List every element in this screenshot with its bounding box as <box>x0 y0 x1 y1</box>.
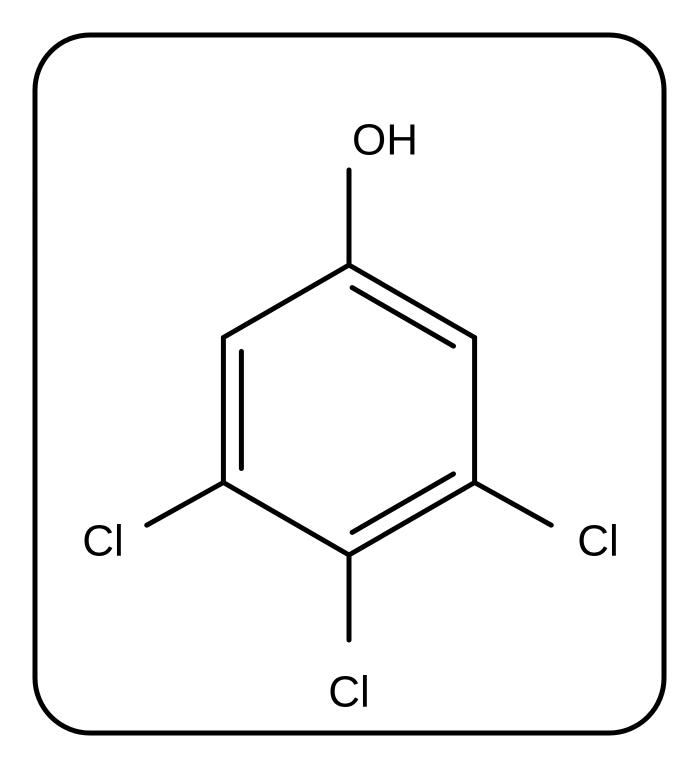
label-cl-left: Cl <box>82 517 124 566</box>
bonds <box>147 170 552 640</box>
label-cl-right: Cl <box>577 517 619 566</box>
label-oh: OH <box>352 116 418 165</box>
label-cl-bottom: Cl <box>328 668 370 717</box>
molecule-diagram: OH Cl Cl Cl <box>0 0 699 768</box>
